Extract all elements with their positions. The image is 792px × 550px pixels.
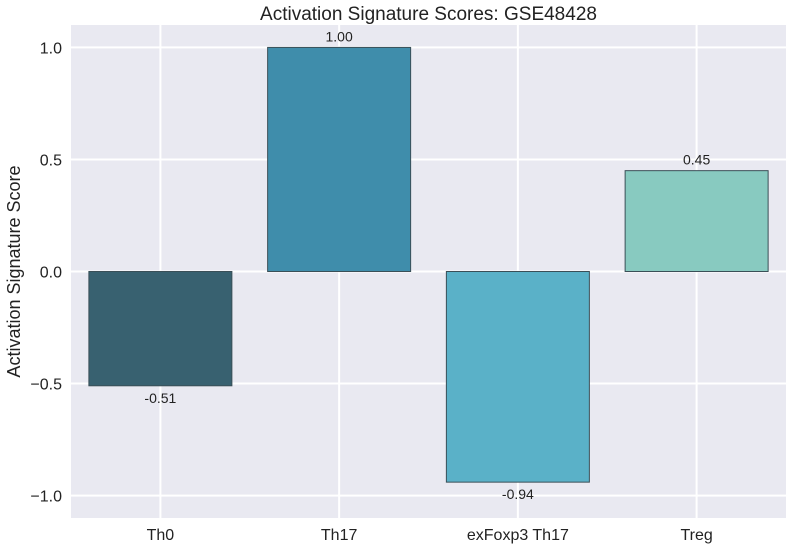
bar-value-label: -0.51 [144,390,176,406]
bar-th0 [88,271,233,387]
y-tick-label: 0.5 [40,152,62,169]
bar-treg [624,170,769,272]
y-tick-label: 1.0 [40,40,62,57]
y-tick-label: −1.0 [30,489,62,506]
x-tick-label: exFoxp3 Th17 [467,527,569,544]
chart-title: Activation Signature Scores: GSE48428 [260,4,597,25]
x-tick-label: Th17 [321,527,358,544]
bars [88,46,769,483]
bar-exfoxp3-th17 [445,271,590,483]
bar-value-label: 1.00 [326,28,353,44]
x-tick-label: Treg [680,527,712,544]
y-axis-ticks: −1.0 −0.5 0.0 0.5 1.0 [30,40,62,505]
y-tick-label: −0.5 [30,377,62,394]
bar-value-label: -0.94 [502,486,534,502]
x-axis-ticks: Th0 Th17 exFoxp3 Th17 Treg [147,527,713,544]
y-tick-label: 0.0 [40,265,62,282]
bar-th17 [267,46,412,273]
y-axis-label: Activation Signature Score [4,165,24,377]
x-tick-label: Th0 [147,527,175,544]
value-labels: -0.51 1.00 -0.94 0.45 [144,28,710,502]
bar-value-label: 0.45 [683,152,710,168]
